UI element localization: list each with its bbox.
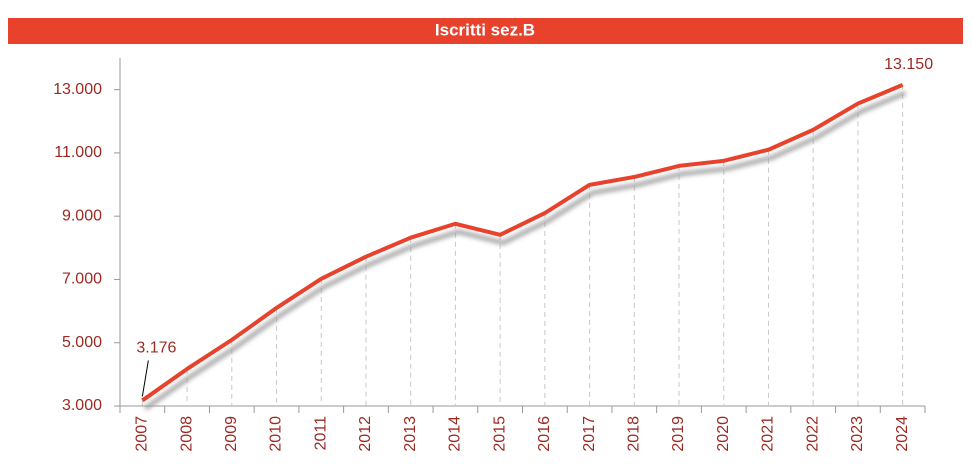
- chart-title: Iscritti sez.B: [435, 20, 535, 39]
- line-shadow: [143, 90, 907, 411]
- x-tick-label: 2016: [536, 416, 553, 452]
- y-tick-label: 5.000: [62, 334, 102, 351]
- x-tick-label: 2007: [134, 416, 151, 452]
- y-tick-label: 9.000: [62, 207, 102, 224]
- data-label: 13.150: [884, 56, 933, 73]
- x-tick-label: 2018: [626, 416, 643, 452]
- x-tick-label: 2021: [760, 416, 777, 452]
- x-tick-label: 2022: [804, 416, 821, 452]
- x-tick-label: 2010: [268, 416, 285, 452]
- x-tick-label: 2017: [581, 416, 598, 452]
- x-tick-label: 2023: [849, 416, 866, 452]
- label-leader: [141, 360, 149, 397]
- x-tick-label: 2011: [312, 416, 329, 451]
- x-tick-label: 2012: [357, 416, 374, 452]
- line: [141, 83, 904, 403]
- y-tick-label: 13.000: [53, 81, 102, 98]
- title-bar: [8, 18, 963, 44]
- x-tick-label: 2019: [670, 416, 687, 452]
- x-tick-label: 2020: [715, 416, 732, 452]
- x-tick-label: 2013: [402, 416, 419, 452]
- x-tick-label: 2014: [447, 416, 464, 452]
- y-tick-label: 11.000: [54, 144, 102, 161]
- x-tick-label: 2008: [178, 416, 195, 452]
- x-tick-label: 2009: [223, 416, 240, 452]
- x-tick-label: 2024: [894, 416, 911, 452]
- data-label: 3.176: [136, 340, 176, 357]
- y-tick-label: 7.000: [62, 271, 102, 288]
- y-tick-label: 3.000: [62, 397, 102, 414]
- x-tick-label: 2015: [491, 416, 508, 452]
